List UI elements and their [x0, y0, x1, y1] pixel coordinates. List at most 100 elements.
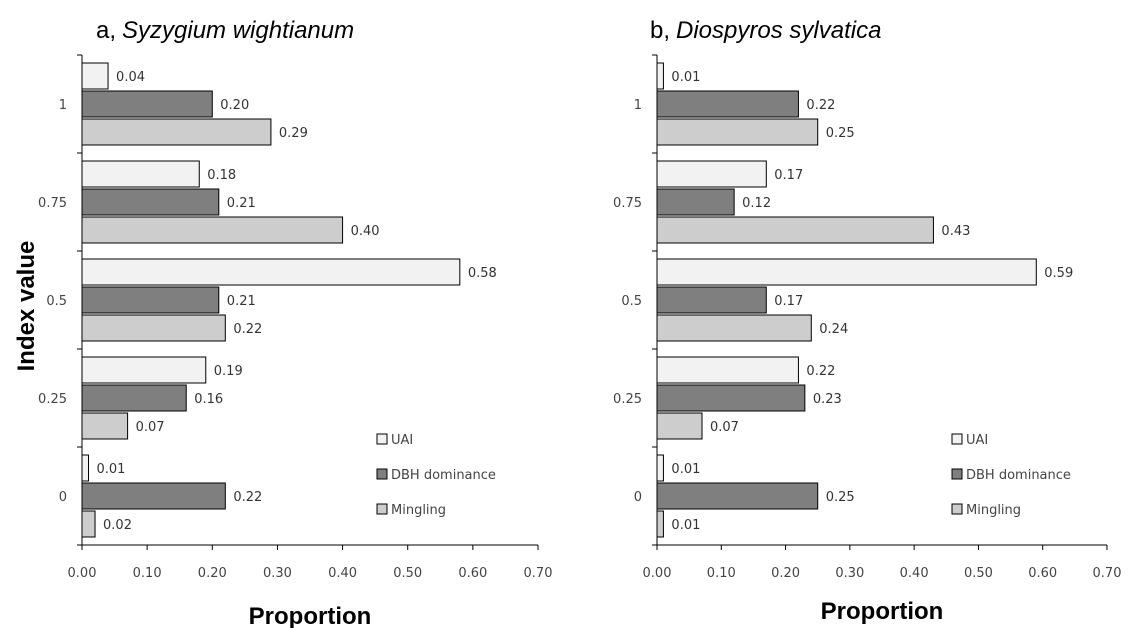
- data-label: 0.02: [103, 518, 132, 533]
- data-label: 0.22: [806, 364, 835, 379]
- x-tick-label: 0.20: [198, 566, 227, 581]
- panel-b-x-axis-title: Proportion: [821, 598, 944, 625]
- data-label: 0.17: [774, 294, 803, 309]
- x-tick-label: 0.50: [964, 566, 993, 581]
- panel-a-title: a, Syzygium wightianum: [96, 17, 354, 44]
- x-tick-label: 0.10: [707, 566, 736, 581]
- panel-b-title-prefix: b,: [650, 17, 670, 44]
- bar-dbh-dominance: [81, 384, 187, 412]
- data-label: 0.58: [468, 266, 497, 281]
- data-label: 0.01: [97, 462, 126, 477]
- data-label: 0.01: [671, 518, 700, 533]
- data-label: 0.21: [227, 196, 256, 211]
- data-label: 0.12: [742, 196, 771, 211]
- panel-b-title: b, Diospyros sylvatica: [650, 17, 881, 44]
- legend-label: Mingling: [391, 503, 446, 518]
- x-tick-label: 0.70: [1093, 566, 1122, 581]
- y-tick-label: 1: [59, 98, 67, 113]
- legend-label: DBH dominance: [966, 468, 1071, 483]
- data-label: 0.23: [813, 392, 842, 407]
- data-label: 0.25: [826, 490, 855, 505]
- y-tick-label: 0.5: [46, 294, 67, 309]
- panel-a-x-axis-title: Proportion: [249, 603, 372, 628]
- x-tick-label: 0.00: [68, 566, 97, 581]
- bar-uai: [81, 160, 200, 188]
- bar-mingling: [81, 216, 344, 244]
- data-label: 0.21: [227, 294, 256, 309]
- data-label: 0.17: [774, 168, 803, 183]
- legend-swatch: [951, 468, 963, 480]
- bar-mingling: [656, 314, 812, 342]
- bar-uai: [656, 454, 664, 482]
- y-tick-label: 0.75: [613, 196, 642, 211]
- panel-a-plot-area: 0.00 0.10 0.20 0.30 0.40 0.50 0.60 0.70 0 0.01 0.2…: [38, 54, 553, 581]
- bar-mingling: [81, 314, 226, 342]
- bar-uai: [81, 258, 461, 286]
- legend-swatch: [376, 433, 388, 445]
- bar-mingling: [656, 118, 819, 146]
- x-tick-label: 0.70: [524, 566, 553, 581]
- bar-uai: [81, 356, 207, 384]
- bar-mingling: [656, 216, 934, 244]
- y-tick-label: 0: [59, 490, 67, 505]
- panel-b: b, Diospyros sylvatica Proportion 0.00 0.1…: [613, 17, 1121, 625]
- bar-uai: [81, 62, 109, 90]
- data-label: 0.04: [116, 70, 145, 85]
- bar-mingling: [81, 510, 96, 538]
- bar-dbh-dominance: [656, 482, 819, 510]
- data-label: 0.59: [1044, 266, 1073, 281]
- data-label: 0.19: [214, 364, 243, 379]
- bar-dbh-dominance: [81, 90, 213, 118]
- data-label: 0.29: [279, 126, 308, 141]
- panel-a: a, Syzygium wightianum Index value Propor…: [13, 17, 552, 628]
- bar-dbh-dominance: [656, 90, 799, 118]
- bar-dbh-dominance: [656, 286, 767, 314]
- legend-label: DBH dominance: [391, 468, 496, 483]
- bar-uai: [656, 62, 664, 90]
- legend-label: Mingling: [966, 503, 1021, 518]
- data-label: 0.22: [806, 98, 835, 113]
- y-tick-label: 1: [634, 98, 642, 113]
- legend-label: UAI: [966, 433, 988, 448]
- y-tick-label: 0.25: [38, 392, 67, 407]
- y-tick-label: 0: [634, 490, 642, 505]
- y-tick-label: 0.5: [621, 294, 642, 309]
- bar-dbh-dominance: [81, 286, 220, 314]
- panel-a-title-prefix: a,: [96, 17, 116, 44]
- data-label: 0.16: [194, 392, 223, 407]
- bar-dbh-dominance: [81, 188, 220, 216]
- bar-mingling: [81, 118, 272, 146]
- x-tick-label: 0.00: [643, 566, 672, 581]
- x-tick-label: 0.60: [1028, 566, 1057, 581]
- x-tick-label: 0.30: [263, 566, 292, 581]
- bar-dbh-dominance: [81, 482, 226, 510]
- legend-swatch: [951, 503, 963, 515]
- panel-b-title-species: Diospyros sylvatica: [676, 17, 881, 44]
- x-tick-label: 0.50: [393, 566, 422, 581]
- x-tick-label: 0.10: [133, 566, 162, 581]
- data-label: 0.25: [826, 126, 855, 141]
- bar-dbh-dominance: [656, 188, 735, 216]
- data-label: 0.01: [671, 462, 700, 477]
- y-tick-label: 0.25: [613, 392, 642, 407]
- bar-uai: [656, 258, 1037, 286]
- x-tick-label: 0.40: [328, 566, 357, 581]
- bar-mingling: [81, 412, 129, 440]
- data-label: 0.01: [671, 70, 700, 85]
- legend-swatch: [951, 433, 963, 445]
- data-label: 0.07: [136, 420, 165, 435]
- bar-uai: [656, 356, 799, 384]
- panel-a-y-axis-title: Index value: [13, 241, 40, 372]
- data-label: 0.20: [220, 98, 249, 113]
- panel-a-title-species: Syzygium wightianum: [122, 17, 354, 44]
- x-tick-label: 0.20: [771, 566, 800, 581]
- legend-swatch: [376, 468, 388, 480]
- y-tick-label: 0.75: [38, 196, 67, 211]
- bar-mingling: [656, 510, 664, 538]
- panel-b-plot-area: 0.00 0.10 0.20 0.30 0.40 0.50 0.60 0.70 0 0.01 0.2…: [613, 54, 1122, 581]
- bar-uai: [656, 160, 767, 188]
- x-tick-label: 0.40: [900, 566, 929, 581]
- x-tick-label: 0.60: [458, 566, 487, 581]
- bar-mingling: [656, 412, 703, 440]
